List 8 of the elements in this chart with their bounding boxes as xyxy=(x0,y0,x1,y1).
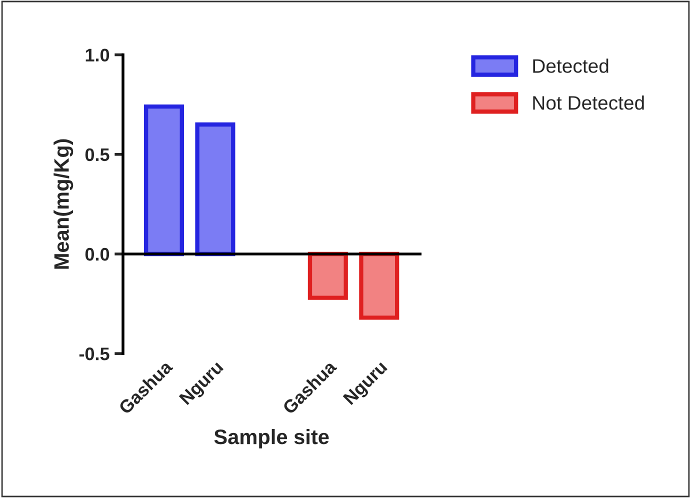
x-axis-title: Sample site xyxy=(214,428,329,448)
y-tick-label: 1.0 xyxy=(86,48,110,62)
legend-label: Detected xyxy=(533,58,608,73)
y-tick-label: 0.5 xyxy=(85,148,110,162)
legend-label: Not Detected xyxy=(533,96,644,110)
y-tick-label: 0.0 xyxy=(85,248,110,261)
y-axis-title: Mean(mg/Kg) xyxy=(54,139,74,269)
y-tick-label: -0.5 xyxy=(79,348,110,360)
